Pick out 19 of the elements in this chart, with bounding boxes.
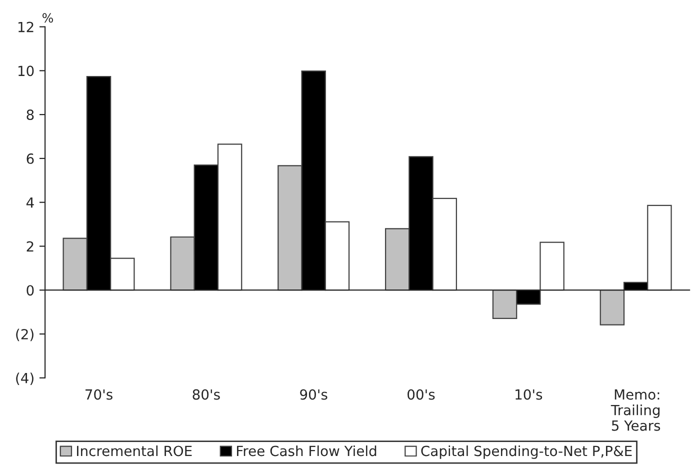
x-tick-label: 70's — [86, 389, 112, 400]
y-tick-label: (4) — [16, 372, 34, 385]
legend-label: Free Cash Flow Yield — [237, 445, 376, 456]
y-tick-label: 2 — [26, 241, 34, 252]
x-tick-label: 90's — [300, 389, 328, 400]
y-tick-label: (2) — [16, 328, 34, 342]
y-tick-label: 4 — [26, 197, 34, 208]
y-tick-label: 12 — [18, 22, 34, 32]
x-tick-label: 80's — [192, 389, 220, 400]
x-tick-label: Memo: Trailing 5 Years — [610, 389, 660, 431]
x-tick-label: 00's — [408, 389, 435, 400]
y-tick-label: 8 — [26, 110, 34, 120]
y-axis-title: % — [42, 13, 54, 23]
y-tick-label: 0 — [26, 285, 34, 296]
legend-label: Incremental ROE — [77, 445, 192, 456]
y-tick-label: 10 — [18, 66, 34, 76]
y-tick-label: 6 — [26, 153, 34, 164]
x-tick-label: 10's — [516, 389, 542, 400]
legend-label: Capital Spending-to-Net P,P&E — [421, 445, 632, 459]
